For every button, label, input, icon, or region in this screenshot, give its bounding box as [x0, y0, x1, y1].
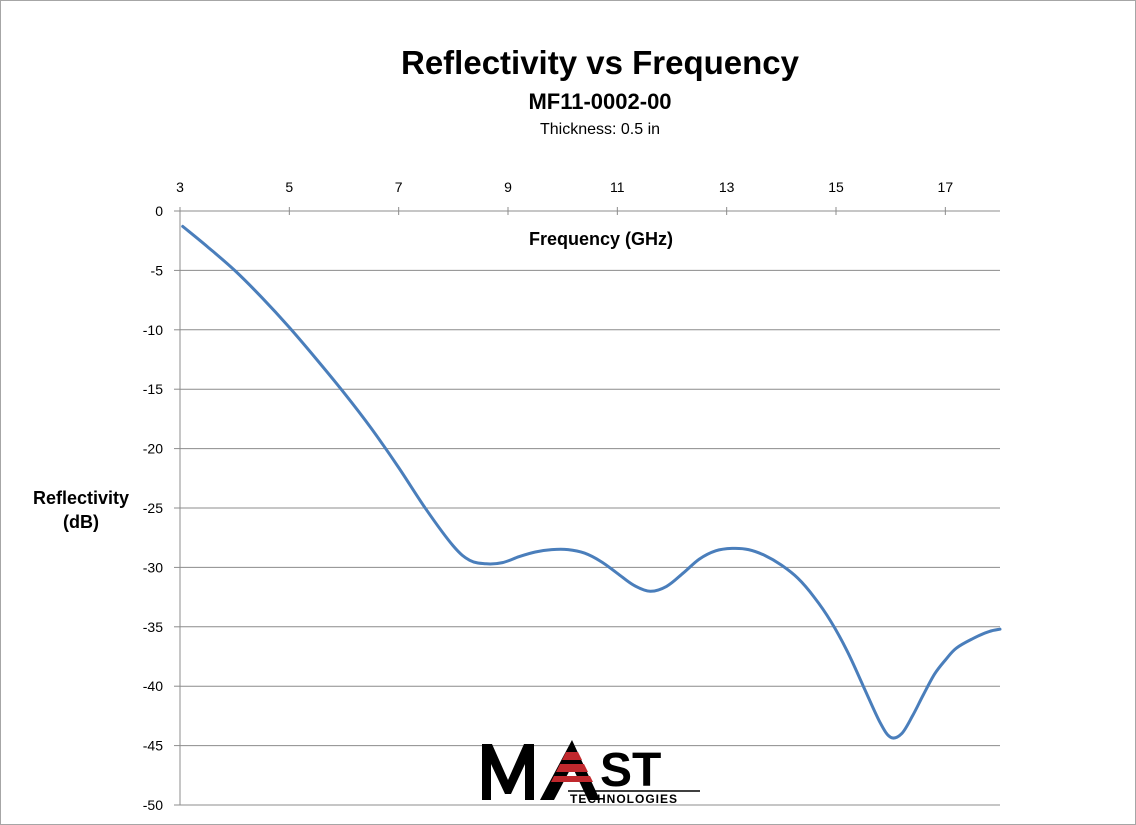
y-tick-label: -5 [151, 262, 164, 278]
y-tick-label: -25 [143, 500, 163, 516]
x-tick-label: 5 [285, 179, 293, 195]
series-group [181, 224, 1002, 740]
x-tick-label: 13 [719, 179, 735, 195]
y-tick-label: -35 [143, 619, 163, 635]
logo-accent-stripe [562, 752, 582, 760]
y-tick-label: -40 [143, 678, 163, 694]
logo-m-shape [482, 744, 534, 800]
y-axis-label-line: (dB) [63, 512, 99, 532]
mast-logo: ST TECHNOLOGIES [482, 740, 700, 806]
chart-note: Thickness: 0.5 in [539, 121, 661, 138]
logo-accent-stripe [551, 776, 593, 782]
y-tick-label: -50 [143, 797, 163, 813]
y-tick-label: -45 [143, 738, 163, 754]
axes [174, 207, 1000, 806]
gridlines [180, 269, 1000, 806]
chart-title: Reflectivity vs Frequency [401, 44, 799, 81]
x-tick-label: 17 [938, 179, 954, 195]
x-tick-label: 15 [828, 179, 844, 195]
y-tick-label: -20 [143, 441, 163, 457]
y-tick-label: -15 [143, 381, 163, 397]
x-tick-label: 7 [395, 179, 403, 195]
y-axis-label-line: Reflectivity [32, 488, 130, 508]
x-axis-label: Frequency (GHz) [529, 229, 673, 249]
chart-subtitle: MF11-0002-00 [528, 89, 672, 114]
logo-a-shape [540, 740, 600, 800]
y-tick-label: -10 [143, 322, 163, 338]
x-tick-label: 3 [176, 179, 184, 195]
logo-accent-stripe [556, 764, 588, 772]
y-tick-label: -30 [143, 559, 163, 575]
series-line [181, 224, 1002, 740]
x-tick-label: 11 [610, 179, 625, 195]
x-tick-label: 9 [504, 179, 512, 195]
y-tick-label: 0 [155, 203, 163, 219]
logo-tagline: TECHNOLOGIES [570, 792, 678, 806]
tick-labels: 0 -5 -10 -15 -20 -25 -30 -35 -40 -45 -50 3 5 7 9 11 13 15… [143, 179, 954, 813]
y-axis-label: Reflectivity (dB) [18, 486, 144, 534]
logo-wordmark: ST [600, 744, 661, 797]
